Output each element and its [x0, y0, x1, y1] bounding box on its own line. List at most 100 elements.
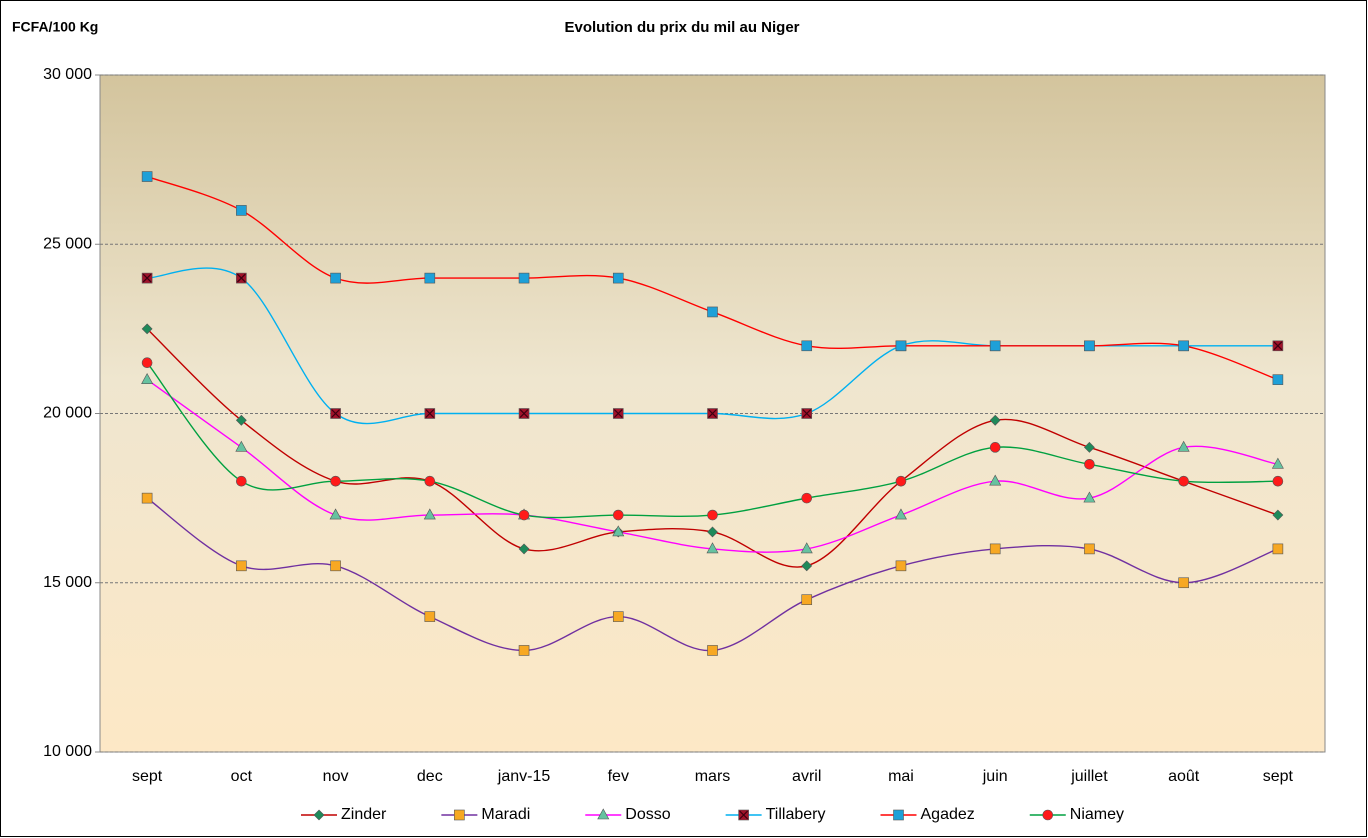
marker-cross	[739, 810, 749, 820]
marker-body	[707, 306, 718, 318]
marker-body	[612, 611, 624, 622]
data-point	[801, 560, 813, 572]
data-point	[989, 543, 1001, 555]
data-point	[612, 525, 625, 537]
x-tick-label: août	[1168, 768, 1200, 785]
marker-body	[801, 340, 813, 352]
data-point	[1084, 458, 1095, 470]
marker-body	[330, 560, 341, 572]
legend-marker	[313, 809, 325, 821]
legend-item: Maradi	[441, 806, 530, 823]
data-point	[424, 408, 436, 419]
data-point	[330, 408, 341, 419]
marker-body	[424, 611, 436, 622]
marker-body	[424, 272, 436, 284]
marker-body	[518, 645, 530, 656]
marker-cross	[1273, 341, 1283, 351]
marker-cross	[331, 409, 341, 418]
data-point	[895, 340, 907, 352]
data-point	[706, 542, 719, 554]
data-point	[989, 442, 1001, 453]
data-point	[1272, 509, 1284, 521]
x-tick-label: juillet	[1070, 768, 1108, 785]
data-point	[612, 272, 624, 284]
data-point	[612, 611, 624, 622]
data-point	[236, 205, 247, 216]
marker-body	[1272, 374, 1284, 385]
data-point	[236, 475, 247, 487]
marker-cross	[708, 409, 717, 418]
x-tick-label: mai	[888, 768, 914, 785]
legend-item: Niamey	[1029, 806, 1124, 823]
marker-body	[1084, 340, 1095, 352]
marker-cross	[802, 409, 812, 418]
data-point	[424, 475, 436, 487]
y-tick-label: 20 000	[43, 405, 92, 422]
legend-marker	[1042, 809, 1054, 821]
data-point	[894, 508, 907, 520]
data-point	[518, 543, 530, 555]
data-point	[707, 509, 718, 521]
data-point	[1178, 340, 1189, 352]
data-point	[801, 492, 813, 504]
data-point	[707, 645, 718, 656]
data-point	[801, 340, 813, 352]
marker-body	[801, 594, 813, 605]
data-point	[707, 408, 718, 419]
marker-body	[518, 272, 530, 284]
legend-marker	[893, 809, 904, 821]
legend-label: Maradi	[481, 806, 530, 823]
legend-label: Agadez	[921, 806, 975, 823]
legend-item: Dosso	[585, 806, 671, 823]
data-point	[1272, 543, 1284, 555]
data-point	[1178, 475, 1189, 487]
data-point	[1083, 491, 1096, 503]
data-point	[518, 509, 530, 521]
data-point	[518, 272, 530, 284]
x-tick-label: sept	[132, 768, 163, 785]
data-point	[518, 408, 530, 419]
legend-item: Tillabery	[725, 806, 826, 823]
marker-cross	[519, 409, 529, 418]
data-point	[236, 560, 247, 572]
marker-body	[236, 560, 247, 572]
legend-label: Zinder	[341, 806, 387, 823]
data-point	[989, 474, 1002, 486]
x-tick-label: janv-15	[497, 768, 551, 785]
data-point	[1083, 441, 1095, 453]
marker-body	[1178, 577, 1189, 589]
data-point	[141, 492, 153, 504]
chart-title: Evolution du prix du mil au Niger	[564, 19, 799, 36]
legend-marker	[597, 808, 610, 820]
data-point	[989, 340, 1001, 352]
data-point	[141, 357, 153, 369]
data-point	[330, 560, 341, 572]
data-point	[141, 373, 154, 384]
marker-body	[236, 205, 247, 216]
legend-label: Dosso	[625, 806, 670, 823]
data-point	[1177, 440, 1190, 452]
x-tick-label: dec	[417, 768, 443, 785]
marker-body	[141, 171, 153, 182]
data-point	[707, 526, 718, 538]
data-point	[1271, 457, 1284, 469]
marker-cross	[236, 273, 246, 283]
data-point	[612, 408, 624, 419]
marker-body	[330, 272, 341, 284]
data-point	[141, 171, 153, 182]
x-tick-label: sept	[1263, 768, 1294, 785]
y-tick-label: 25 000	[43, 235, 92, 252]
data-point	[800, 542, 813, 554]
data-point	[1084, 543, 1095, 555]
legend-label: Niamey	[1070, 806, 1124, 823]
marker-body	[1272, 543, 1284, 555]
y-tick-label: 15 000	[43, 574, 92, 591]
data-point	[330, 475, 341, 487]
data-point	[707, 306, 718, 318]
data-point	[801, 408, 813, 419]
marker-body	[989, 340, 1001, 352]
marker-cross	[142, 273, 152, 283]
marker-body	[895, 340, 907, 352]
